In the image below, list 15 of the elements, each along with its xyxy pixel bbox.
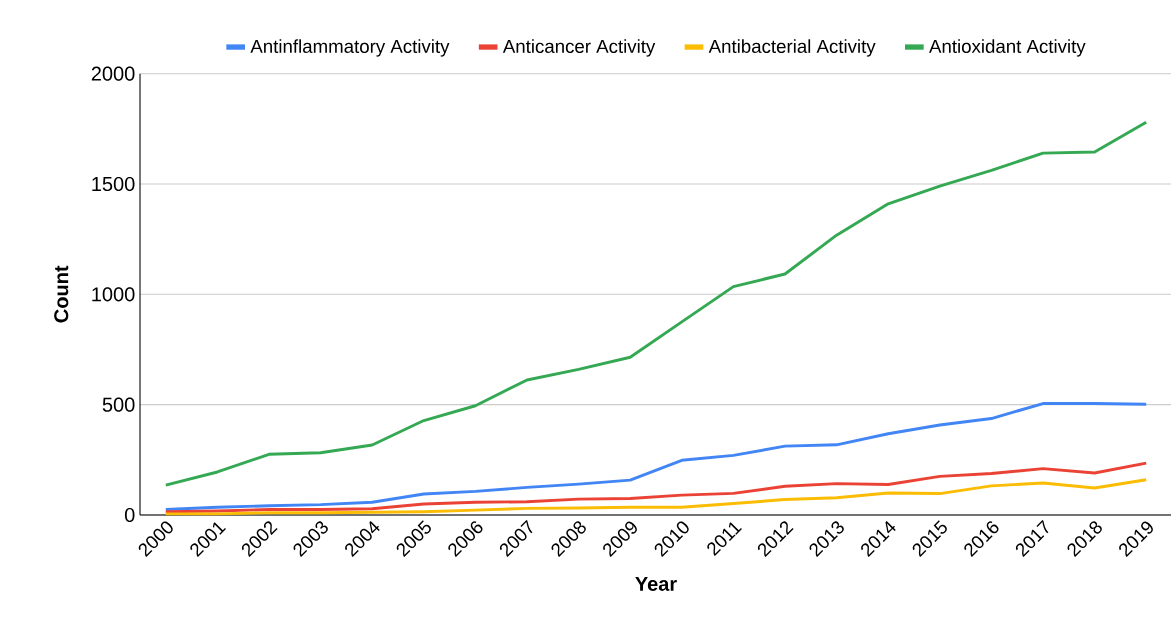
line-series [164,120,1148,487]
y-tick-label: 1500 [92,176,135,192]
legend-label: Antibacterial Activity [708,39,876,57]
line-series [164,478,1148,516]
y-tick-label: 500 [102,397,135,412]
y-axis-title: Count [54,265,69,323]
legend-label: Antioxidant Activity [929,39,1086,57]
legend-label: Anticancer Activity [502,39,656,57]
line-series [164,461,1148,514]
x-axis-title: Year [635,576,677,591]
legend-label: Antinflammatory Activity [250,39,450,57]
y-tick-label: 0 [124,507,135,523]
y-tick-label: 2000 [91,66,135,81]
line-series [164,402,1148,511]
y-tick-label: 1000 [92,287,135,302]
